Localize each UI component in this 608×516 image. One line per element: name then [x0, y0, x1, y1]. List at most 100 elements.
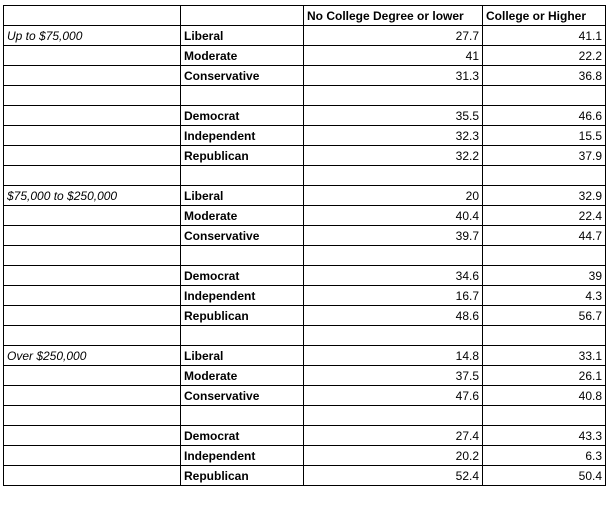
header-cell-no-college: No College Degree or lower: [303, 5, 483, 26]
college-value-cell: 39: [482, 265, 606, 286]
category-cell: Liberal: [180, 185, 304, 206]
college-value-cell: 44.7: [482, 225, 606, 246]
no-college-value-cell: 27.4: [303, 425, 483, 446]
no-college-value-cell: 16.7: [303, 285, 483, 306]
category-cell: Conservative: [180, 225, 304, 246]
group-cell: [3, 65, 181, 86]
group-cell: [3, 385, 181, 406]
table-row: [3, 85, 606, 106]
table-row: Conservative 47.6 40.8: [3, 385, 606, 406]
table-row: Conservative 31.3 36.8: [3, 65, 606, 86]
table-row: Conservative 39.7 44.7: [3, 225, 606, 246]
category-cell: Conservative: [180, 65, 304, 86]
group-cell: Over $250,000: [3, 345, 181, 366]
category-cell: Republican: [180, 305, 304, 326]
table-row: [3, 165, 606, 186]
group-cell: [3, 245, 181, 266]
table-row: Over $250,000 Liberal 14.8 33.1: [3, 345, 606, 366]
group-cell: [3, 125, 181, 146]
no-college-value-cell: 20: [303, 185, 483, 206]
no-college-value-cell: 20.2: [303, 445, 483, 466]
category-cell: [180, 325, 304, 346]
category-cell: Republican: [180, 145, 304, 166]
group-cell: [3, 465, 181, 486]
no-college-value-cell: [303, 325, 483, 346]
category-cell: [180, 405, 304, 426]
table-row: [3, 405, 606, 426]
category-cell: [180, 85, 304, 106]
college-value-cell: 6.3: [482, 445, 606, 466]
table-row: Republican 32.2 37.9: [3, 145, 606, 166]
no-college-value-cell: 31.3: [303, 65, 483, 86]
table-row: Independent 16.7 4.3: [3, 285, 606, 306]
no-college-value-cell: 32.3: [303, 125, 483, 146]
college-value-cell: 32.9: [482, 185, 606, 206]
no-college-value-cell: 47.6: [303, 385, 483, 406]
no-college-value-cell: 41: [303, 45, 483, 66]
no-college-value-cell: [303, 85, 483, 106]
table-row: Independent 32.3 15.5: [3, 125, 606, 146]
table-row: Democrat 34.6 39: [3, 265, 606, 286]
no-college-value-cell: 27.7: [303, 25, 483, 46]
data-table: No College Degree or lower College or Hi…: [3, 5, 606, 486]
category-cell: Conservative: [180, 385, 304, 406]
group-cell: [3, 165, 181, 186]
no-college-value-cell: 37.5: [303, 365, 483, 386]
group-cell: [3, 225, 181, 246]
college-value-cell: 33.1: [482, 345, 606, 366]
college-value-cell: 37.9: [482, 145, 606, 166]
category-cell: Independent: [180, 445, 304, 466]
table-row: Democrat 35.5 46.6: [3, 105, 606, 126]
table-row: Up to $75,000 Liberal 27.7 41.1: [3, 25, 606, 46]
category-cell: Democrat: [180, 265, 304, 286]
no-college-value-cell: 40.4: [303, 205, 483, 226]
table-row: Moderate 40.4 22.4: [3, 205, 606, 226]
no-college-value-cell: [303, 405, 483, 426]
no-college-value-cell: 35.5: [303, 105, 483, 126]
no-college-value-cell: 14.8: [303, 345, 483, 366]
college-value-cell: 36.8: [482, 65, 606, 86]
table-row: Moderate 37.5 26.1: [3, 365, 606, 386]
college-value-cell: 4.3: [482, 285, 606, 306]
category-cell: [180, 165, 304, 186]
table-row: Moderate 41 22.2: [3, 45, 606, 66]
category-cell: Liberal: [180, 345, 304, 366]
college-value-cell: 22.4: [482, 205, 606, 226]
no-college-value-cell: [303, 245, 483, 266]
group-cell: [3, 305, 181, 326]
college-value-cell: 43.3: [482, 425, 606, 446]
college-value-cell: 22.2: [482, 45, 606, 66]
no-college-value-cell: 32.2: [303, 145, 483, 166]
no-college-value-cell: 34.6: [303, 265, 483, 286]
group-cell: [3, 145, 181, 166]
table-row: [3, 245, 606, 266]
group-cell: [3, 365, 181, 386]
group-cell: [3, 105, 181, 126]
no-college-value-cell: 48.6: [303, 305, 483, 326]
group-cell: [3, 265, 181, 286]
college-value-cell: [482, 325, 606, 346]
college-value-cell: 40.8: [482, 385, 606, 406]
college-value-cell: 26.1: [482, 365, 606, 386]
college-value-cell: [482, 85, 606, 106]
table-row: Democrat 27.4 43.3: [3, 425, 606, 446]
group-cell: [3, 425, 181, 446]
group-cell: [3, 285, 181, 306]
header-row: No College Degree or lower College or Hi…: [3, 5, 606, 26]
header-cell-category: [180, 5, 304, 26]
header-cell-group: [3, 5, 181, 26]
college-value-cell: [482, 405, 606, 426]
college-value-cell: [482, 165, 606, 186]
group-cell: [3, 405, 181, 426]
group-cell: $75,000 to $250,000: [3, 185, 181, 206]
no-college-value-cell: 39.7: [303, 225, 483, 246]
no-college-value-cell: [303, 165, 483, 186]
college-value-cell: 15.5: [482, 125, 606, 146]
category-cell: Independent: [180, 285, 304, 306]
category-cell: Independent: [180, 125, 304, 146]
college-value-cell: 41.1: [482, 25, 606, 46]
table-row: Republican 48.6 56.7: [3, 305, 606, 326]
college-value-cell: [482, 245, 606, 266]
category-cell: Moderate: [180, 205, 304, 226]
table-row: $75,000 to $250,000 Liberal 20 32.9: [3, 185, 606, 206]
